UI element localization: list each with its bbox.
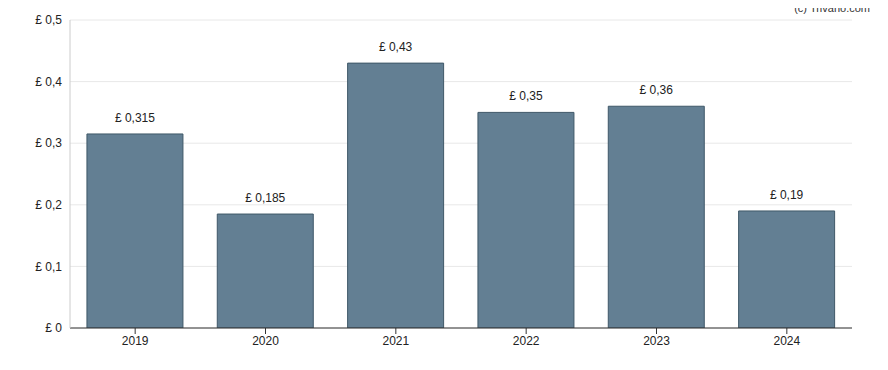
svg-text:£ 0: £ 0	[45, 321, 62, 335]
svg-text:£ 0,315: £ 0,315	[115, 111, 155, 125]
svg-text:2024: 2024	[773, 334, 800, 348]
html-text:(c) Trivano.com: (c) Trivano.com	[794, 2, 870, 14]
svg-text:2020: 2020	[252, 334, 279, 348]
svg-text:£ 0,35: £ 0,35	[509, 89, 543, 103]
svg-text:2021: 2021	[382, 334, 409, 348]
svg-text:£ 0,43: £ 0,43	[379, 40, 413, 54]
svg-text:£ 0,1: £ 0,1	[35, 260, 62, 274]
svg-text:£ 0,2: £ 0,2	[35, 198, 62, 212]
svg-text:£ 0,4: £ 0,4	[35, 75, 62, 89]
svg-text:2022: 2022	[513, 334, 540, 348]
svg-text:£ 0,5: £ 0,5	[35, 13, 62, 27]
svg-text:£ 0,19: £ 0,19	[770, 188, 804, 202]
svg-text:2019: 2019	[122, 334, 149, 348]
svg-text:£ 0,185: £ 0,185	[245, 191, 285, 205]
svg-text:2023: 2023	[643, 334, 670, 348]
svg-text:£ 0,3: £ 0,3	[35, 136, 62, 150]
svg-text:£ 0,36: £ 0,36	[640, 83, 674, 97]
